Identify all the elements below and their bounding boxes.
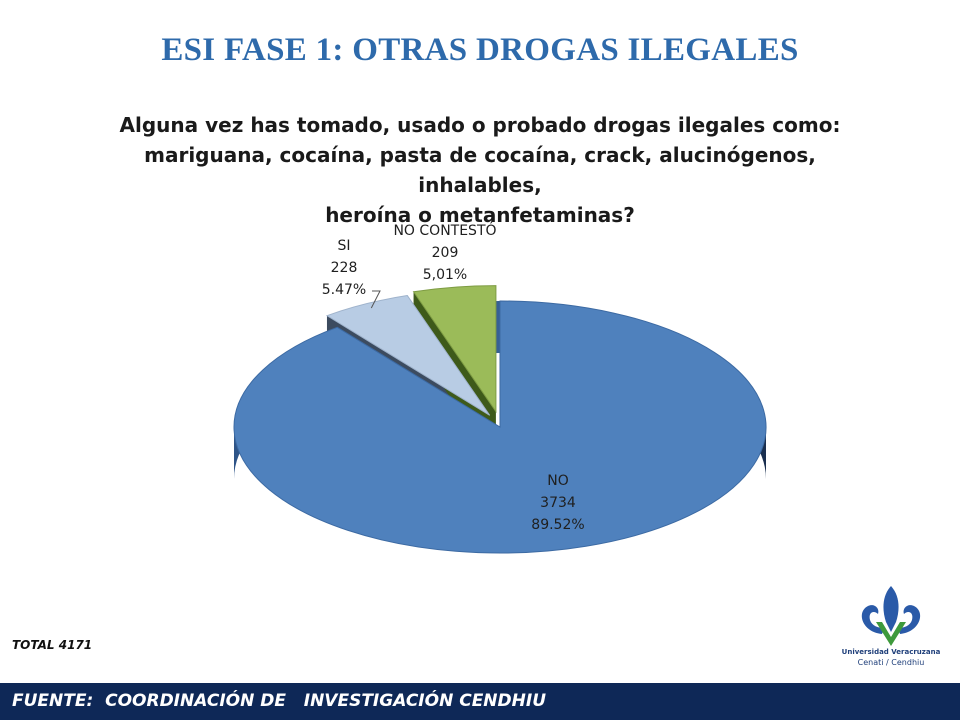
question-line-2: mariguana, cocaína, pasta de cocaína, cr…	[144, 143, 816, 197]
data-label-no-percent: 89.52%	[531, 517, 585, 533]
logo-university-name: Universidad Veracruzana	[841, 648, 941, 656]
question-line-3: heroína o metanfetaminas?	[325, 203, 635, 227]
data-label-no-category: NO	[547, 473, 569, 489]
data-label-no-value: 3734	[540, 495, 576, 511]
question-line-1: Alguna vez has tomado, usado o probado d…	[119, 113, 841, 137]
data-label-si: SI 228 5.47%	[308, 235, 380, 301]
university-logo: Universidad Veracruzana Cenati / Cendhiu	[822, 582, 960, 684]
data-label-no-contesto-category: NO CONTESTÓ	[393, 223, 497, 239]
logo-department-name: Cenati / Cendhiu	[857, 658, 925, 667]
pie-slice-si	[325, 294, 491, 416]
data-label-no-contesto: NO CONTESTÓ 209 5,01%	[380, 220, 510, 286]
chart-question: Alguna vez has tomado, usado o probado d…	[100, 110, 860, 230]
footer-bar: FUENTE: COORDINACIÓN DE INVESTIGACIÓN CE…	[0, 683, 960, 720]
fleur-de-lis-icon	[861, 586, 921, 646]
pie-slice-no-contesto	[412, 285, 497, 414]
data-label-si-category: SI	[337, 238, 351, 254]
footer-source-text: FUENTE: COORDINACIÓN DE INVESTIGACIÓN CE…	[12, 691, 547, 711]
leader-line-si	[370, 290, 381, 309]
total-count: TOTAL 4171	[12, 638, 93, 652]
data-label-no: NO 3734 89.52%	[508, 470, 608, 536]
data-label-no-contesto-percent: 5,01%	[422, 267, 468, 283]
data-label-si-value: 228	[330, 260, 358, 276]
data-label-no-contesto-value: 209	[431, 245, 459, 261]
slide-title: ESI FASE 1: OTRAS DROGAS ILEGALES	[161, 32, 799, 68]
data-label-si-percent: 5.47%	[321, 282, 367, 298]
pie-slice-no	[233, 300, 767, 554]
